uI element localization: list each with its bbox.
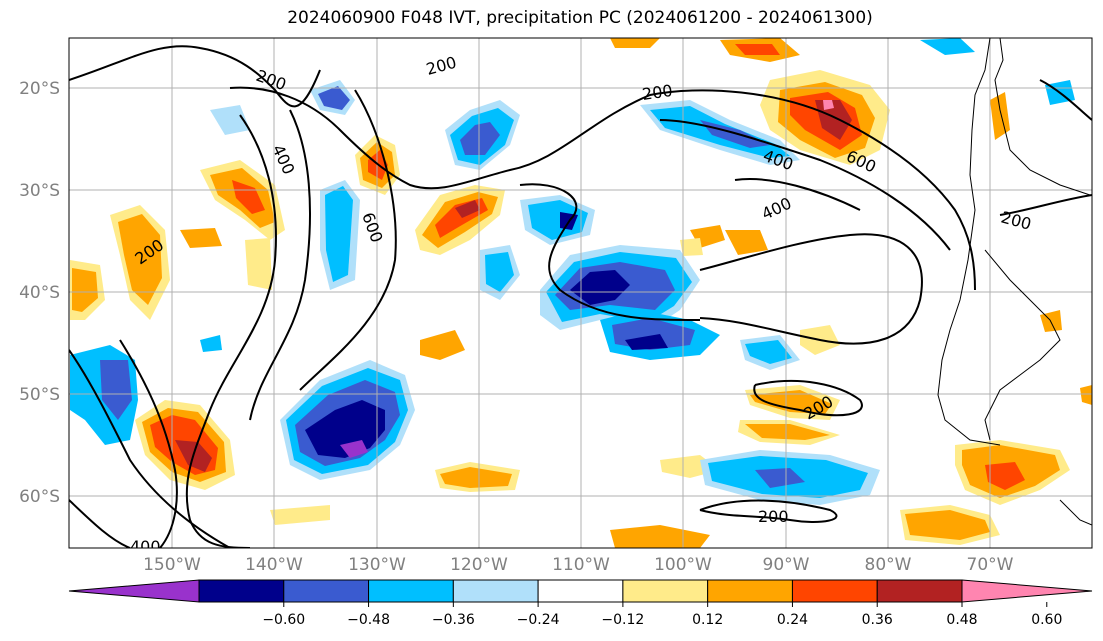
lon-label: 150°W [143, 555, 201, 575]
colorbar-tick-label: 0.36 [862, 612, 893, 628]
figure-title: 2024060900 F048 IVT, precipitation PC (2… [287, 8, 873, 28]
colorbar-tick-label: 0.60 [1031, 612, 1062, 628]
colorbar-tick-label: −0.12 [601, 612, 644, 628]
map-panel: 200 200 200 200 200 200 200 400 400 400 … [69, 38, 1092, 556]
lat-label: 50°S [19, 385, 60, 405]
lon-label: 90°W [763, 555, 810, 575]
colorbar-segment [876, 579, 963, 603]
lon-label: 100°W [654, 555, 712, 575]
lon-label: 70°W [967, 555, 1014, 575]
lon-label: 80°W [865, 555, 912, 575]
colorbar-tick-label: 0.48 [946, 612, 977, 628]
contour-label: 200 [641, 81, 674, 104]
lon-label: 120°W [450, 555, 508, 575]
lat-label: 20°S [19, 79, 60, 99]
colorbar-extend-low [68, 579, 200, 603]
colorbar-segment [622, 579, 709, 603]
colorbar-tick-label: 0.24 [777, 612, 808, 628]
colorbar-tick-label: 0.12 [692, 612, 723, 628]
coastline [937, 38, 1092, 526]
colorbar-tick-label: −0.36 [432, 612, 475, 628]
map-frame [68, 37, 1093, 549]
colorbar-segment [537, 579, 624, 603]
lat-labels: 20°S 30°S 40°S 50°S 60°S [19, 79, 60, 507]
colorbar-tick-label: −0.24 [517, 612, 560, 628]
lon-label: 130°W [348, 555, 406, 575]
colorbar-segment [707, 579, 793, 603]
contour-label: 400 [130, 537, 161, 556]
lon-labels: 150°W 140°W 130°W 120°W 110°W 100°W 90°W… [143, 555, 1014, 575]
lat-label: 60°S [19, 487, 60, 507]
lon-label: 140°W [245, 555, 303, 575]
colorbar-tick-label: −0.60 [262, 612, 305, 628]
colorbar [68, 579, 1093, 607]
colorbar-tick-labels: −0.60 −0.48 −0.36 −0.24 −0.12 0.12 0.24 0.36 0.4… [262, 612, 1062, 628]
lat-label: 40°S [19, 283, 60, 303]
colorbar-extend-high [961, 579, 1093, 603]
lon-label: 110°W [552, 555, 610, 575]
colorbar-segment [283, 579, 370, 603]
colorbar-tick-label: −0.48 [347, 612, 390, 628]
contour-label: 200 [758, 507, 789, 526]
colorbar-segment [452, 579, 539, 603]
colorbar-segment [791, 579, 878, 603]
precip-positive-patches [70, 38, 1092, 548]
lat-label: 30°S [19, 181, 60, 201]
ivt-contours [69, 45, 1092, 548]
colorbar-segment [198, 579, 285, 603]
colorbar-segment [368, 579, 454, 603]
